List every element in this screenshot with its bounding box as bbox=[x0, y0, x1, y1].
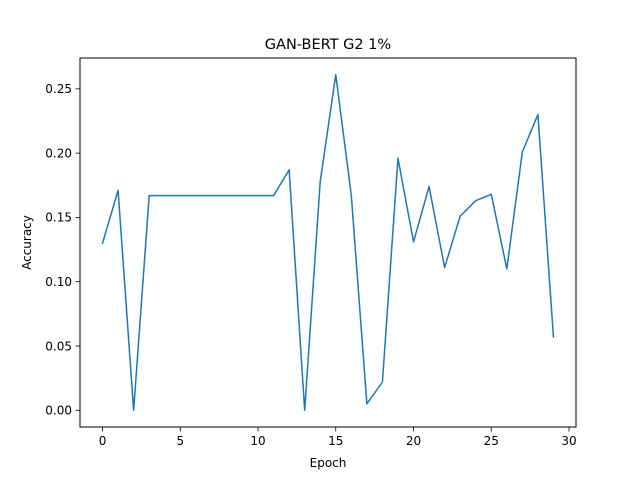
series-line-0 bbox=[101, 73, 555, 412]
y-axis-label: Accuracy bbox=[20, 215, 34, 270]
x-tick-label: 0 bbox=[99, 434, 107, 448]
x-tick-label: 30 bbox=[561, 434, 576, 448]
y-tick-label: 0.00 bbox=[45, 404, 72, 418]
y-tick-label: 0.20 bbox=[45, 146, 72, 160]
x-axis-label: Epoch bbox=[310, 456, 347, 470]
chart-title: GAN-BERT G2 1% bbox=[265, 37, 391, 53]
x-axis: 0 5 10 15 20 25 30 bbox=[99, 427, 577, 448]
y-tick-label: 0.10 bbox=[45, 275, 72, 289]
x-tick-label: 5 bbox=[176, 434, 184, 448]
x-tick-label: 10 bbox=[250, 434, 265, 448]
plot-area bbox=[101, 73, 555, 412]
y-tick-label: 0.15 bbox=[45, 211, 72, 225]
x-tick-label: 15 bbox=[328, 434, 343, 448]
x-tick-label: 25 bbox=[484, 434, 499, 448]
y-axis: 0.00 0.05 0.10 0.15 0.20 0.25 bbox=[45, 82, 80, 418]
y-tick-label: 0.05 bbox=[45, 339, 72, 353]
plot-frame bbox=[79, 57, 577, 428]
y-tick-label: 0.25 bbox=[45, 82, 72, 96]
x-tick-label: 20 bbox=[406, 434, 421, 448]
